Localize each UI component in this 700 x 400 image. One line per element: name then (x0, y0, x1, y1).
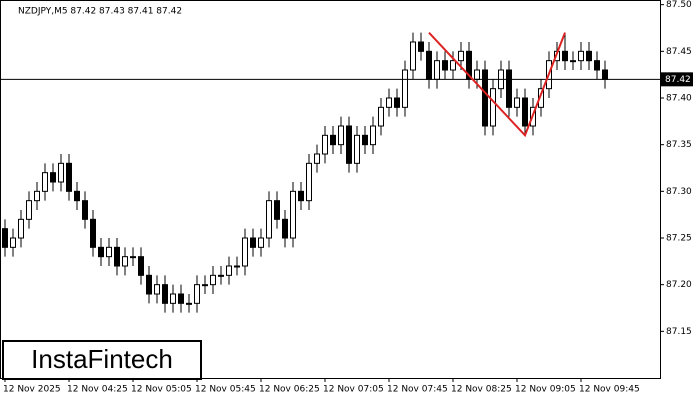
candle-body (250, 237, 256, 248)
candle-body (586, 50, 592, 62)
candle-body (74, 190, 80, 202)
candle-body (514, 97, 520, 108)
y-tick-label: 87.45 (666, 47, 692, 57)
candle-body (50, 172, 56, 183)
candle-body (418, 41, 424, 52)
candle-body (474, 69, 480, 80)
candle-body (26, 200, 32, 220)
candle-body (154, 284, 160, 295)
candle-body (442, 60, 448, 71)
candle-body (106, 246, 112, 258)
candle-body (234, 265, 240, 268)
candle-body (98, 246, 104, 258)
candle-body (82, 200, 88, 220)
candle-body (378, 106, 384, 127)
y-tick-label: 87.25 (666, 234, 692, 244)
candle-body (458, 50, 464, 62)
x-tick-label: 12 Nov 09:45 (579, 385, 640, 395)
candle-body (258, 237, 264, 248)
y-tick-label: 87.35 (666, 140, 692, 150)
logo: InstaFintech (31, 344, 173, 374)
x-tick-label: 12 Nov 09:05 (515, 385, 576, 395)
candle-body (450, 60, 456, 71)
candle-body (562, 50, 568, 62)
candle-body (170, 293, 176, 304)
candle-body (178, 293, 184, 304)
candle-body (66, 162, 72, 192)
y-tick-label: 87.50 (666, 0, 692, 10)
y-tick-label: 87.30 (666, 187, 692, 197)
x-tick-label: 12 Nov 04:25 (67, 385, 128, 395)
candle-body (330, 134, 336, 146)
candle-body (426, 50, 432, 80)
x-tick-label: 12 Nov 05:45 (195, 385, 256, 395)
plot-frame (0, 0, 661, 379)
candle-body (322, 134, 328, 155)
candle-body (138, 256, 144, 276)
current-price-label: 87.42 (665, 75, 691, 85)
candle-body (34, 190, 40, 202)
candle-body (434, 60, 440, 80)
candle-body (146, 274, 152, 295)
candle-body (122, 256, 128, 267)
candle-body (130, 256, 136, 259)
candle-body (306, 162, 312, 202)
candle-body (482, 69, 488, 127)
chart-title: NZDJPY,M5 87.42 87.43 87.41 87.42 (18, 7, 182, 17)
candle-body (346, 125, 352, 164)
candle-body (506, 69, 512, 108)
candle-body (90, 218, 96, 248)
candle-body (338, 125, 344, 146)
candle-body (266, 200, 272, 239)
x-tick-label: 12 Nov 07:05 (323, 385, 384, 395)
candle-body (202, 284, 208, 287)
x-tick-label: 12 Nov 08:25 (451, 385, 512, 395)
candle-body (370, 125, 376, 146)
candle-body (242, 237, 248, 267)
candle-body (522, 97, 528, 127)
candle-body (42, 172, 48, 192)
candle-body (2, 228, 8, 248)
candle-body (10, 237, 16, 248)
candle-body (226, 265, 232, 276)
candle-body (354, 134, 360, 164)
candle-body (282, 218, 288, 239)
candle-body (58, 162, 64, 183)
candle-body (186, 302, 192, 305)
x-tick-label: 12 Nov 06:25 (259, 385, 320, 395)
candle-body (274, 200, 280, 220)
candle-body (394, 97, 400, 108)
x-tick-label: 12 Nov 05:05 (131, 385, 192, 395)
candle-body (298, 190, 304, 202)
candle-body (114, 246, 120, 267)
candle-body (162, 284, 168, 304)
candle-body (194, 284, 200, 304)
candle-body (410, 41, 416, 71)
candle-body (594, 60, 600, 71)
pattern-line (428, 31, 566, 138)
candle-body (290, 190, 296, 239)
y-tick-label: 87.40 (666, 94, 692, 104)
candle-body (386, 97, 392, 108)
candle-body (362, 134, 368, 146)
candle-body (578, 50, 584, 62)
x-tick-label: 12 Nov 2025 (3, 385, 61, 395)
candle-body (314, 153, 320, 164)
candle-body (402, 69, 408, 108)
candle-body (210, 274, 216, 286)
y-tick-label: 87.20 (666, 280, 692, 290)
candle-body (570, 60, 576, 63)
candle-body (602, 69, 608, 80)
candle-body (218, 274, 224, 277)
logo-box (2, 340, 202, 380)
candle-body (18, 218, 24, 239)
current-price-box (661, 72, 693, 87)
candle-body (490, 88, 496, 127)
x-tick-label: 12 Nov 07:45 (387, 385, 448, 395)
y-tick-label: 87.15 (666, 327, 692, 337)
